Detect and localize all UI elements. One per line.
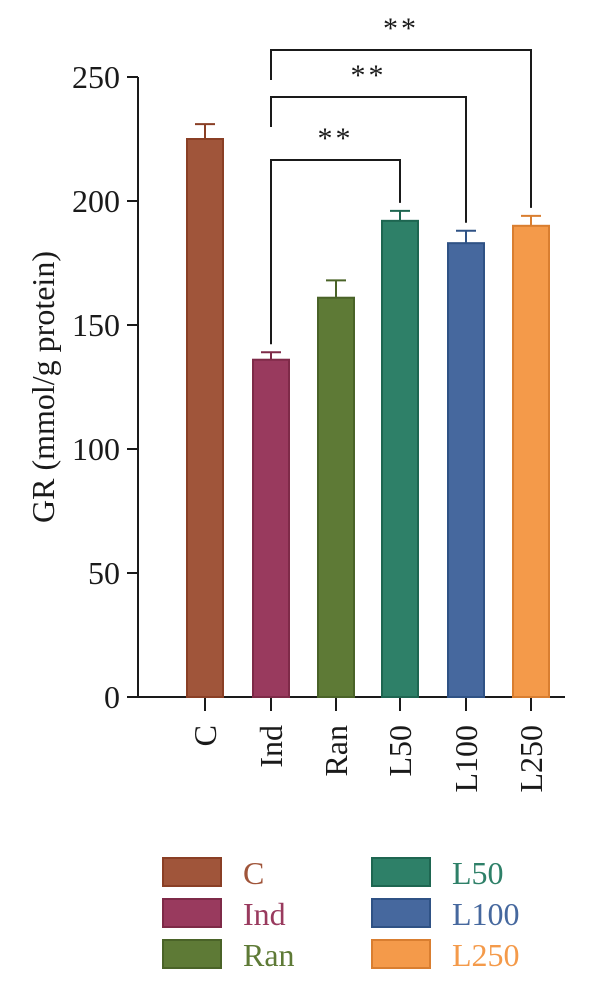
y-tick-label: 250 <box>72 59 120 95</box>
significance-bracket <box>270 96 467 223</box>
legend-label: L50 <box>452 855 504 891</box>
x-tick-label: Ind <box>253 725 289 768</box>
chart-axes: 0 50 100 150 200 250 C Ind Ran L50 L100 L250 <box>72 59 565 793</box>
y-tick-label: 150 <box>72 307 120 343</box>
y-axis-title: GR (mmol/g protein) <box>25 251 61 523</box>
bar-ran <box>317 296 355 698</box>
x-tick-label: Ran <box>318 725 354 777</box>
legend-label: Ran <box>243 937 295 973</box>
significance-label: ** <box>351 59 387 92</box>
legend-swatch <box>371 898 431 928</box>
significance-bracket <box>270 49 532 208</box>
legend-label: C <box>243 855 264 891</box>
legend-label: L100 <box>452 896 520 932</box>
bar-l250 <box>512 224 550 699</box>
x-tick-label: L50 <box>382 725 418 777</box>
chart-bars <box>186 123 550 699</box>
significance-label: ** <box>383 12 419 45</box>
legend-swatch <box>162 898 222 928</box>
legend-label: L250 <box>452 937 520 973</box>
y-tick-label: 0 <box>104 679 120 715</box>
significance-bracket <box>270 159 401 345</box>
y-tick-label: 200 <box>72 183 120 219</box>
y-tick-label: 50 <box>88 555 120 591</box>
legend-swatch <box>371 857 431 887</box>
legend-swatch <box>371 939 431 969</box>
x-tick-label: C <box>187 725 223 746</box>
bar-l50 <box>381 219 419 698</box>
bar-l100 <box>447 242 485 698</box>
x-tick-label: L100 <box>448 725 484 793</box>
x-tick-label: L250 <box>513 725 549 793</box>
bar-ind <box>252 358 290 698</box>
bar-c <box>186 138 224 698</box>
legend-swatch <box>162 857 222 887</box>
y-tick-label: 100 <box>72 431 120 467</box>
significance-brackets: ** ** ** <box>270 12 532 345</box>
legend-label: Ind <box>243 896 286 932</box>
legend-swatch <box>162 939 222 969</box>
significance-label: ** <box>318 122 354 155</box>
chart-legend: C Ind Ran L50 L100 L250 <box>162 855 520 973</box>
